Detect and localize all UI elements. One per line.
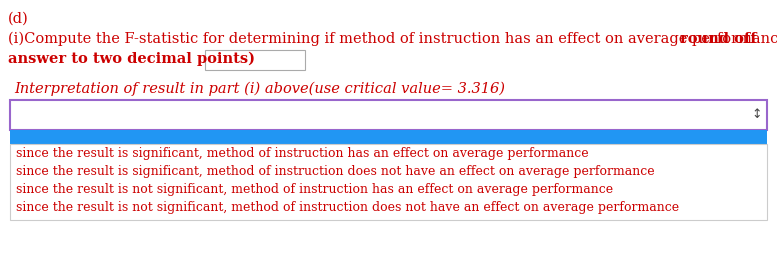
Text: since the result is not significant, method of instruction does not have an effe: since the result is not significant, met… <box>16 201 679 214</box>
Bar <box>10 100 767 130</box>
Bar <box>10 130 767 144</box>
Text: since the result is not significant, method of instruction has an effect on aver: since the result is not significant, met… <box>16 183 613 196</box>
Text: answer to two decimal points): answer to two decimal points) <box>8 52 255 66</box>
Text: ↕: ↕ <box>752 108 762 122</box>
Text: Interpretation of result in part (i) above(use critical value= 3.316): Interpretation of result in part (i) abo… <box>14 82 505 96</box>
Bar <box>205 50 305 70</box>
Text: (d): (d) <box>8 12 29 26</box>
Text: round off: round off <box>680 32 757 46</box>
Text: (i)Compute the F-statistic for determining if method of instruction has an effec: (i)Compute the F-statistic for determini… <box>8 32 777 46</box>
Bar <box>10 144 767 220</box>
Text: since the result is significant, method of instruction does not have an effect o: since the result is significant, method … <box>16 165 655 178</box>
Text: since the result is significant, method of instruction has an effect on average : since the result is significant, method … <box>16 147 589 160</box>
